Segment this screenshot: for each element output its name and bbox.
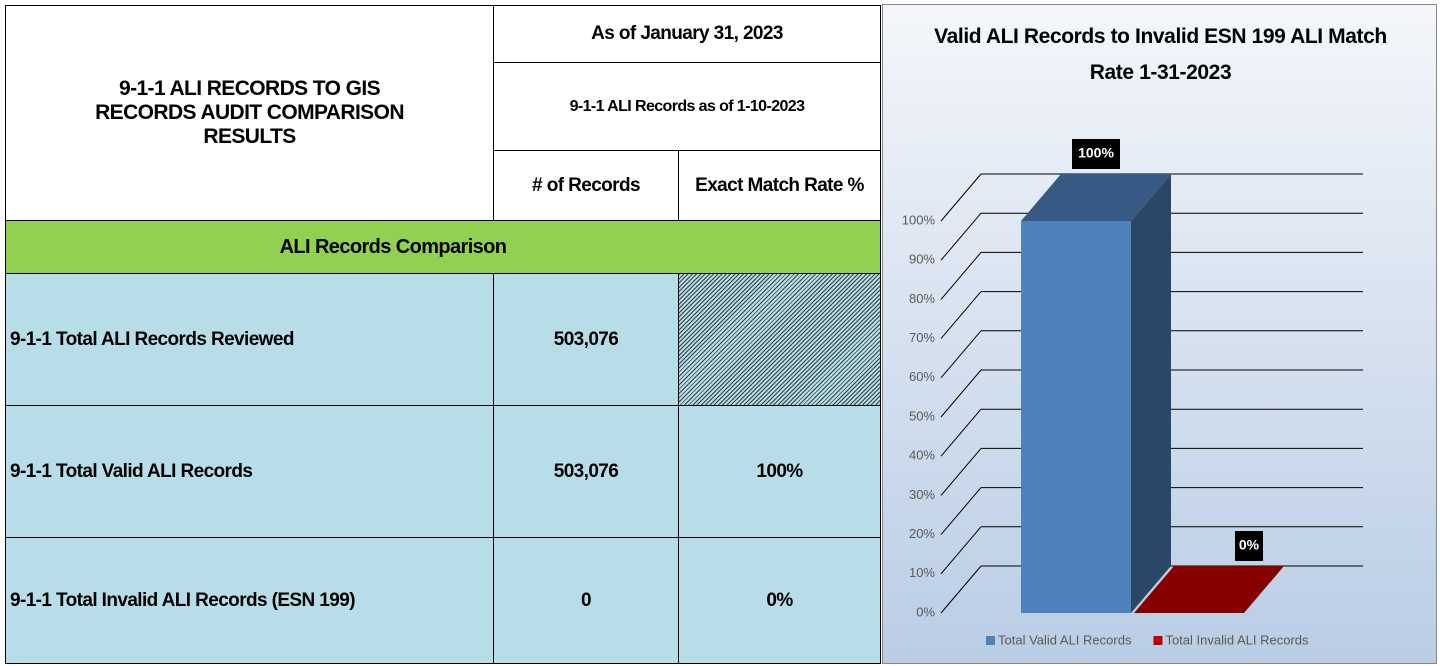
bar — [1021, 221, 1131, 613]
grid-line-diagonal — [940, 369, 982, 418]
y-tick-label: 50% — [909, 408, 935, 423]
y-tick-label: 30% — [909, 487, 935, 502]
y-tick-label: 60% — [909, 369, 935, 384]
grid-line-diagonal — [940, 173, 982, 222]
as-of-header: As of January 31, 2023 — [493, 5, 881, 63]
row-count: 503,076 — [493, 405, 679, 538]
chart-panel: Valid ALI Records to Invalid ESN 199 ALI… — [882, 4, 1437, 664]
data-label: 100% — [1078, 145, 1114, 161]
y-tick-label: 40% — [909, 448, 935, 463]
legend-label: Total Valid ALI Records — [998, 632, 1132, 647]
chart-title: Valid ALI Records to Invalid ESN 199 ALI… — [934, 25, 1387, 84]
y-tick-label: 80% — [909, 291, 935, 306]
grid-line-diagonal — [940, 330, 982, 379]
y-tick-label: 90% — [909, 252, 935, 267]
legend-label: Total Invalid ALI Records — [1165, 632, 1309, 647]
bar-side — [1131, 174, 1171, 613]
row-label: 9-1-1 Total Valid ALI Records — [5, 405, 494, 538]
data-label-box — [1072, 139, 1120, 169]
y-tick-label: 20% — [909, 526, 935, 541]
row-rate: 0% — [678, 537, 881, 664]
grid-line-diagonal — [940, 408, 982, 457]
records-as-of-header: 9-1-1 ALI Records as of 1-10-2023 — [493, 62, 881, 151]
section-label: ALI Records Comparison — [279, 235, 507, 258]
bar-top — [1021, 174, 1171, 221]
legend-swatch — [1153, 636, 1163, 645]
grid-line-diagonal — [940, 448, 982, 496]
row-count: 503,076 — [493, 273, 679, 406]
hatched-cell — [678, 273, 881, 406]
y-tick-label: 10% — [909, 565, 935, 580]
grid-line-diagonal — [940, 252, 982, 300]
y-tick-label: 100% — [902, 212, 936, 227]
table-title: 9-1-1 ALI RECORDS TO GIS RECORDS AUDIT C… — [5, 5, 494, 221]
column-header: Exact Match Rate % — [678, 150, 881, 221]
section-header: ALI Records Comparison — [5, 220, 881, 274]
grid-line-diagonal — [940, 212, 982, 261]
grid-line-diagonal — [940, 526, 982, 575]
row-label: 9-1-1 Total ALI Records Reviewed — [5, 273, 494, 406]
y-tick-label: 70% — [909, 330, 935, 345]
row-count: 0 — [493, 537, 679, 664]
grid-line-diagonal — [940, 565, 982, 614]
row-rate: 100% — [678, 405, 881, 538]
column-header: # of Records — [493, 150, 679, 221]
legend-swatch — [986, 636, 995, 645]
grid-line-diagonal — [940, 487, 982, 535]
data-label-box — [1235, 531, 1263, 561]
grid-line-diagonal — [940, 291, 982, 339]
chart: 0% 10% 20% 30% 40% 50% 60% 70% 80% 90% 100% 100% 0% T… — [902, 139, 1363, 647]
row-label: 9-1-1 Total Invalid ALI Records (ESN 199… — [5, 537, 494, 664]
y-tick-label: 0% — [916, 604, 935, 619]
data-label: 0% — [1239, 537, 1260, 553]
bar-top — [1134, 566, 1284, 613]
